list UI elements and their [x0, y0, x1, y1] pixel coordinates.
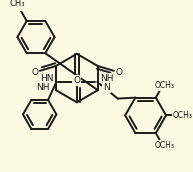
Text: HN: HN: [40, 74, 54, 83]
Text: OCH₃: OCH₃: [173, 111, 193, 120]
Text: OCH₃: OCH₃: [154, 81, 174, 90]
Text: CH₃: CH₃: [9, 0, 25, 8]
Text: NH: NH: [100, 74, 114, 83]
Text: NH: NH: [36, 83, 49, 92]
Text: N: N: [103, 83, 110, 92]
Text: OCH₃: OCH₃: [154, 141, 174, 150]
Text: O: O: [31, 68, 38, 77]
Text: O: O: [73, 76, 80, 85]
Text: O: O: [116, 68, 123, 77]
